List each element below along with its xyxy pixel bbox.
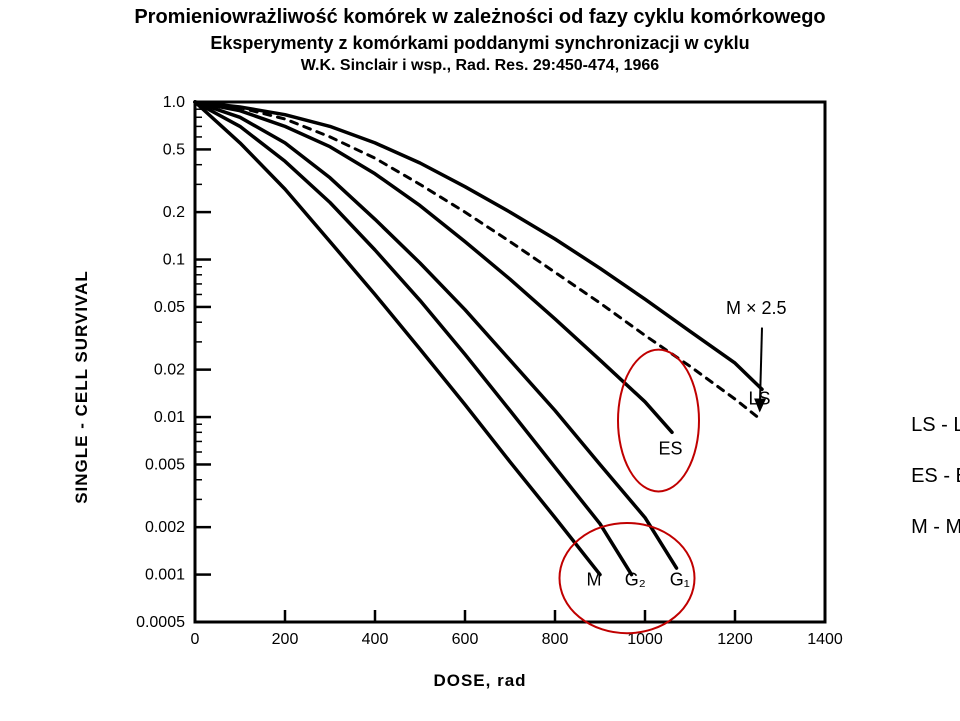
svg-text:0.1: 0.1 xyxy=(163,251,185,268)
svg-text:0.005: 0.005 xyxy=(145,456,185,473)
title-block: Promieniowrażliwość komórek w zależności… xyxy=(0,0,960,77)
svg-text:0.001: 0.001 xyxy=(145,566,185,583)
x-axis-label: DOSE, rad xyxy=(433,671,526,691)
survival-dose-chart: SINGLE - CELL SURVIVAL 1.00.50.20.10.050… xyxy=(100,87,860,687)
svg-text:1200: 1200 xyxy=(717,631,753,648)
svg-text:0.02: 0.02 xyxy=(154,362,185,379)
svg-text:0.5: 0.5 xyxy=(163,141,185,158)
svg-text:800: 800 xyxy=(542,631,569,648)
chart-svg: 1.0 0.5 0.2 0.1 0.05 0.02 0.01 0.005 0.002 0.001 0… xyxy=(100,87,860,667)
svg-text:0.01: 0.01 xyxy=(154,409,185,426)
title-line-2: Eksperymenty z komórkami poddanymi synch… xyxy=(0,31,960,55)
svg-text:600: 600 xyxy=(452,631,479,648)
svg-text:0.2: 0.2 xyxy=(163,204,185,221)
svg-text:400: 400 xyxy=(362,631,389,648)
y-axis-label: SINGLE - CELL SURVIVAL xyxy=(72,270,92,504)
citation-line: W.K. Sinclair i wsp., Rad. Res. 29:450-4… xyxy=(0,55,960,77)
svg-text:200: 200 xyxy=(272,631,299,648)
phase-legend: LS - Late S ES - Early S M - Mitosis xyxy=(911,414,960,567)
svg-text:0.002: 0.002 xyxy=(145,519,185,536)
legend-item-m: M - Mitosis xyxy=(911,516,960,539)
svg-text:0: 0 xyxy=(191,631,200,648)
legend-item-es: ES - Early S xyxy=(911,465,960,488)
chart-annotation: M xyxy=(587,570,602,590)
chart-annotation: G₁ xyxy=(670,570,690,590)
chart-annotation: G₂ xyxy=(625,570,646,590)
svg-text:0.0005: 0.0005 xyxy=(136,614,185,631)
chart-annotation: M × 2.5 xyxy=(726,298,787,318)
svg-text:1400: 1400 xyxy=(807,631,843,648)
svg-text:0.05: 0.05 xyxy=(154,299,185,316)
title-line-1: Promieniowrażliwość komórek w zależności… xyxy=(0,4,960,31)
chart-annotation: ES xyxy=(659,438,683,458)
legend-item-ls: LS - Late S xyxy=(911,414,960,437)
svg-text:1.0: 1.0 xyxy=(163,94,185,111)
